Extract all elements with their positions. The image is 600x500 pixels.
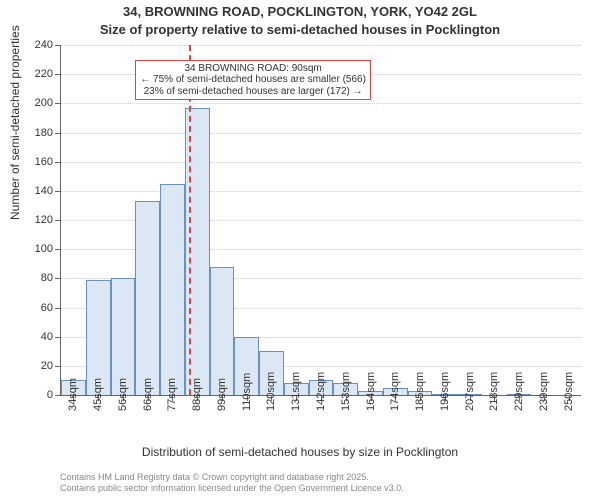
y-tick-label: 140	[13, 185, 53, 197]
annotation-box: 34 BROWNING ROAD: 90sqm← 75% of semi-det…	[135, 60, 371, 101]
y-tick	[55, 366, 61, 367]
y-tick-label: 20	[13, 360, 53, 372]
attribution-line1: Contains HM Land Registry data © Crown c…	[60, 472, 404, 483]
plot-area: 02040608010012014016018020022024034sqm45…	[60, 45, 581, 396]
gridline	[61, 103, 581, 104]
chart-title-line1: 34, BROWNING ROAD, POCKLINGTON, YORK, YO…	[0, 4, 600, 19]
y-tick	[55, 337, 61, 338]
y-tick	[55, 278, 61, 279]
histogram-bar	[135, 201, 160, 395]
annotation-line3: 23% of semi-detached houses are larger (…	[140, 86, 366, 98]
histogram-bar	[160, 184, 185, 395]
chart-container: 34, BROWNING ROAD, POCKLINGTON, YORK, YO…	[0, 0, 600, 500]
y-tick-label: 200	[13, 97, 53, 109]
y-tick-label: 40	[13, 331, 53, 343]
y-tick	[55, 308, 61, 309]
y-tick-label: 220	[13, 68, 53, 80]
y-tick	[55, 191, 61, 192]
annotation-line1: 34 BROWNING ROAD: 90sqm	[140, 63, 366, 75]
y-tick-label: 120	[13, 214, 53, 226]
gridline	[61, 133, 581, 134]
y-tick-label: 160	[13, 156, 53, 168]
y-tick	[55, 45, 61, 46]
y-tick	[55, 74, 61, 75]
y-tick-label: 80	[13, 272, 53, 284]
y-tick-label: 60	[13, 302, 53, 314]
gridline	[61, 45, 581, 46]
gridline	[61, 191, 581, 192]
attribution-line2: Contains public sector information licen…	[60, 483, 404, 494]
y-tick-label: 180	[13, 127, 53, 139]
chart-title-line2: Size of property relative to semi-detach…	[0, 22, 600, 37]
y-tick-label: 0	[13, 389, 53, 401]
y-tick	[55, 133, 61, 134]
gridline	[61, 162, 581, 163]
y-tick	[55, 103, 61, 104]
annotation-line2: ← 75% of semi-detached houses are smalle…	[140, 74, 366, 86]
y-tick-label: 240	[13, 39, 53, 51]
y-tick	[55, 220, 61, 221]
x-axis-title: Distribution of semi-detached houses by …	[0, 445, 600, 459]
attribution-block: Contains HM Land Registry data © Crown c…	[60, 472, 404, 494]
y-tick	[55, 395, 61, 396]
y-tick-label: 100	[13, 243, 53, 255]
y-tick	[55, 249, 61, 250]
y-tick	[55, 162, 61, 163]
histogram-bar	[210, 267, 235, 395]
